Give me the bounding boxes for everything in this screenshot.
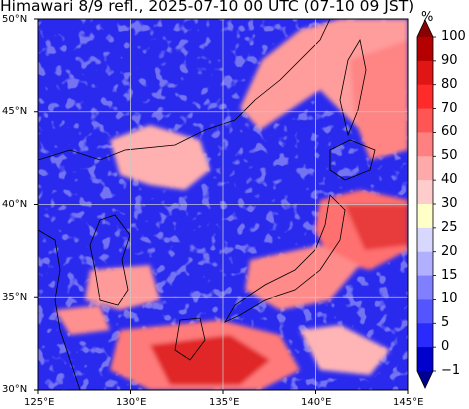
lat-label-35n: 35°N — [2, 292, 28, 303]
colorbar-label: 15 — [441, 267, 458, 283]
coast-china — [38, 229, 81, 390]
colorbar-segment — [417, 227, 433, 253]
colorbar-label: 40 — [441, 172, 458, 188]
colorbar-label: 100 — [441, 29, 466, 44]
lat-label-30n: 30°N — [2, 384, 28, 395]
colorbar-label: 30 — [441, 196, 458, 211]
coast-hokkaido — [329, 139, 376, 181]
colorbar-label: 5 — [441, 315, 450, 331]
cloud-japan-south — [245, 245, 360, 310]
lat-label-45n: 45°N — [2, 106, 28, 117]
colorbar-label: 90 — [441, 52, 458, 68]
cloud-manchuria — [110, 125, 210, 190]
coast-mainland — [38, 19, 331, 161]
colorbar-label: 0 — [441, 339, 450, 355]
colorbar-segment — [417, 323, 433, 348]
coastlines — [38, 19, 376, 390]
colorbar-segment — [417, 347, 433, 372]
map-area — [38, 19, 408, 390]
colorbar-label: −1 — [441, 363, 461, 378]
colorbar-label: 70 — [441, 100, 458, 116]
lon-label-130e: 130°E — [116, 397, 147, 408]
colorbar-segment — [417, 204, 433, 229]
colorbar-label: 10 — [441, 291, 458, 307]
lon-label-145e: 145°E — [393, 397, 424, 408]
colorbar-extend-bottom — [417, 371, 433, 388]
map-title: Himawari 8/9 refl., 2025-07-10 00 UTC (0… — [0, 0, 415, 15]
colorbar-segment — [417, 299, 433, 324]
cloud-south-core — [150, 335, 270, 385]
colorbar-segment — [417, 60, 433, 86]
lon-label-140e: 140°E — [301, 397, 332, 408]
colorbar-segment — [417, 275, 433, 300]
coast-sakhalin — [339, 38, 367, 137]
lon-label-125e: 125°E — [24, 397, 55, 408]
cloud-northeast — [350, 40, 408, 160]
colorbar-label: 25 — [441, 219, 458, 235]
colorbar-segment — [417, 108, 433, 133]
colorbar-segment — [417, 251, 433, 277]
lat-label-40n: 40°N — [2, 199, 28, 210]
colorbar-label: 20 — [441, 243, 458, 259]
colorbar-segment — [417, 156, 433, 181]
colorbar-segment — [417, 132, 433, 157]
coast-honshu — [224, 194, 346, 323]
cloud-southeast — [300, 325, 390, 375]
cloud-east-core — [345, 205, 408, 250]
colorbar-label: 50 — [441, 148, 458, 164]
colorbar-label: 60 — [441, 124, 458, 140]
graticule — [38, 19, 408, 390]
lat-label-50n: 50°N — [2, 14, 28, 25]
cloud-southwest — [55, 305, 110, 335]
colorbar-extend-top — [417, 20, 433, 37]
axis-ticks — [34, 18, 409, 394]
cloud-korea — [85, 265, 160, 310]
lon-label-135e: 135°E — [209, 397, 240, 408]
coast-kyushu — [174, 317, 206, 361]
colorbar-segment — [417, 37, 433, 62]
colorbar-label: 80 — [441, 76, 458, 92]
colorbar-segment — [417, 180, 433, 205]
colorbar-segment — [417, 84, 433, 110]
cloud-fields — [55, 19, 408, 390]
